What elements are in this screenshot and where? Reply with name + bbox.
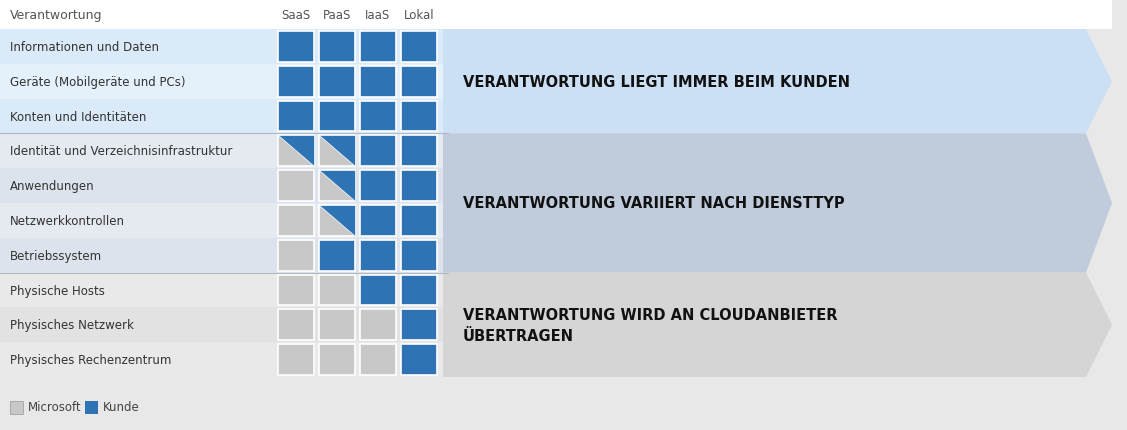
Bar <box>401 171 437 202</box>
Polygon shape <box>278 136 314 167</box>
Bar <box>319 275 355 306</box>
Bar <box>278 136 314 167</box>
Bar <box>278 32 314 63</box>
Polygon shape <box>0 134 1112 273</box>
Bar <box>0 238 443 273</box>
Text: Konten und Identitäten: Konten und Identitäten <box>10 110 147 123</box>
Bar <box>278 310 314 341</box>
Text: Physische Hosts: Physische Hosts <box>10 284 105 297</box>
Bar <box>278 171 314 202</box>
Bar <box>360 275 396 306</box>
Bar <box>0 64 443 99</box>
Bar <box>401 344 437 375</box>
Bar <box>401 67 437 97</box>
Bar <box>85 401 98 414</box>
Text: Kunde: Kunde <box>103 401 140 414</box>
Bar <box>0 169 443 203</box>
Bar <box>319 240 355 271</box>
Bar <box>401 206 437 236</box>
Text: Physisches Netzwerk: Physisches Netzwerk <box>10 319 134 332</box>
Text: Informationen und Daten: Informationen und Daten <box>10 41 159 54</box>
Bar <box>319 206 355 236</box>
Bar <box>278 344 314 375</box>
Polygon shape <box>319 171 355 202</box>
Bar <box>278 67 314 97</box>
Bar <box>319 171 355 202</box>
Bar <box>278 101 314 132</box>
Polygon shape <box>319 206 355 236</box>
Bar <box>0 134 443 169</box>
Bar <box>0 203 443 238</box>
Bar <box>0 0 1112 30</box>
Bar <box>319 310 355 341</box>
Text: VERANTWORTUNG VARIIERT NACH DIENSTTYP: VERANTWORTUNG VARIIERT NACH DIENSTTYP <box>463 196 844 211</box>
Text: Anwendungen: Anwendungen <box>10 180 95 193</box>
Bar <box>360 240 396 271</box>
Text: Physisches Rechenzentrum: Physisches Rechenzentrum <box>10 353 171 366</box>
Bar <box>278 275 314 306</box>
Bar <box>360 101 396 132</box>
Bar <box>278 206 314 236</box>
Bar <box>401 240 437 271</box>
Text: Geräte (Mobilgeräte und PCs): Geräte (Mobilgeräte und PCs) <box>10 76 186 89</box>
Bar <box>401 32 437 63</box>
Bar <box>319 67 355 97</box>
Bar <box>0 308 443 342</box>
Bar <box>360 136 396 167</box>
Text: Netzwerkkontrollen: Netzwerkkontrollen <box>10 215 125 227</box>
Polygon shape <box>0 30 1112 134</box>
Text: VERANTWORTUNG LIEGT IMMER BEIM KUNDEN: VERANTWORTUNG LIEGT IMMER BEIM KUNDEN <box>463 74 850 89</box>
Text: Betriebssystem: Betriebssystem <box>10 249 103 262</box>
Text: PaaS: PaaS <box>322 9 352 22</box>
Bar <box>401 101 437 132</box>
Text: Lokal: Lokal <box>403 9 434 22</box>
Text: IaaS: IaaS <box>365 9 391 22</box>
Text: Verantwortung: Verantwortung <box>10 9 103 22</box>
Bar <box>319 344 355 375</box>
Polygon shape <box>0 273 1112 377</box>
Bar <box>0 99 443 134</box>
Bar <box>401 275 437 306</box>
Bar <box>0 30 443 64</box>
Polygon shape <box>319 136 355 167</box>
Bar <box>0 342 443 377</box>
Bar <box>278 240 314 271</box>
Bar <box>360 344 396 375</box>
Bar <box>319 101 355 132</box>
Bar <box>401 310 437 341</box>
Bar <box>360 206 396 236</box>
Bar <box>319 136 355 167</box>
Bar <box>401 136 437 167</box>
Bar <box>360 67 396 97</box>
Bar <box>10 401 23 414</box>
Bar <box>360 32 396 63</box>
Text: VERANTWORTUNG WIRD AN CLOUDANBIETER
ÜBERTRAGEN: VERANTWORTUNG WIRD AN CLOUDANBIETER ÜBER… <box>463 307 837 343</box>
Bar <box>360 171 396 202</box>
Bar <box>319 32 355 63</box>
Text: Microsoft: Microsoft <box>28 401 81 414</box>
Bar <box>0 273 443 308</box>
Bar <box>360 310 396 341</box>
Text: Identität und Verzeichnisinfrastruktur: Identität und Verzeichnisinfrastruktur <box>10 145 232 158</box>
Text: SaaS: SaaS <box>282 9 311 22</box>
